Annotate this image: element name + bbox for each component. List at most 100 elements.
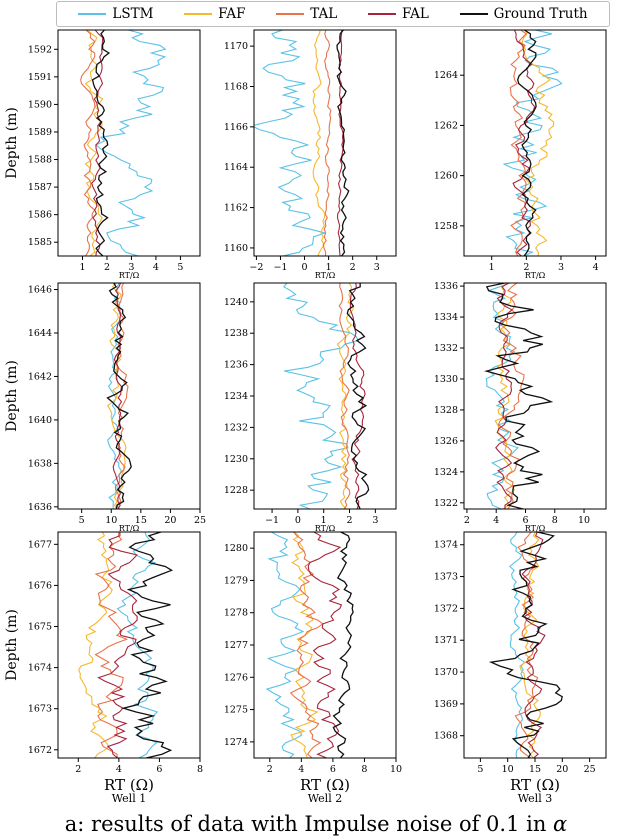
caption-symbol: α xyxy=(553,812,568,836)
y-tick-label: 1638 xyxy=(28,458,52,469)
series-line-faf xyxy=(312,30,326,256)
y-tick-label: 1672 xyxy=(28,745,52,756)
y-tick-label: 1264 xyxy=(434,70,458,81)
panel-frame xyxy=(57,282,201,510)
series-line-lstm xyxy=(254,30,327,256)
x-axis-label: RT (Ω) xyxy=(300,776,350,794)
y-tick-label: 1586 xyxy=(28,210,52,221)
x-tick-label: 4 xyxy=(593,262,599,273)
x-tick-label: 20 xyxy=(164,515,176,526)
series-line-fal xyxy=(521,532,546,758)
chart-legend: LSTM FAF TAL FAL Ground Truth xyxy=(56,1,610,27)
series-line-ground-truth xyxy=(346,283,370,509)
x-tick-label: 10 xyxy=(390,764,402,775)
x-tick-label: 6 xyxy=(330,764,336,775)
legend-item-tal: TAL xyxy=(276,6,337,22)
x-tick-label: 6 xyxy=(522,515,528,526)
x-axis-label: RT (Ω) xyxy=(510,776,560,794)
x-tick-label: 6 xyxy=(156,764,162,775)
x-tick-label: 0 xyxy=(302,262,308,273)
panel-3-well1: 1672 1673 1674 1675 1676 1677 2 4 6 8 RT (Ω) Depth … xyxy=(4,531,203,794)
x-tick-label: 2 xyxy=(267,764,273,775)
series-line-ground-truth xyxy=(483,283,554,509)
x-tick-label: 1 xyxy=(326,262,332,273)
x-tick-label: 25 xyxy=(584,764,596,775)
x-tick-label: 20 xyxy=(556,764,568,775)
x-tick-label: 4 xyxy=(116,764,122,775)
x-tick-label: 2 xyxy=(104,262,110,273)
well-label-1: Well 1 xyxy=(112,792,146,805)
y-axis-label: Depth (m) xyxy=(4,107,20,179)
y-tick-label: 1258 xyxy=(434,221,458,232)
y-tick-label: 1328 xyxy=(434,405,458,416)
x-tick-label: 1 xyxy=(79,262,85,273)
y-tick-label: 1234 xyxy=(224,391,248,402)
series-line-faf xyxy=(78,532,113,758)
series-line-lstm xyxy=(116,532,159,758)
caption-text: a: results of data with Impulse noise of… xyxy=(64,812,554,836)
y-tick-label: 1326 xyxy=(434,436,458,447)
series-line-tal xyxy=(114,283,129,509)
series-group xyxy=(488,532,563,758)
y-tick-label: 1589 xyxy=(28,127,52,138)
x-axis-label: RT/Ω xyxy=(315,524,336,533)
panel-frame xyxy=(253,29,397,257)
x-tick-label: 10 xyxy=(578,515,590,526)
series-line-ground-truth xyxy=(106,283,132,509)
series-line-fal xyxy=(91,30,104,256)
y-tick-label: 1324 xyxy=(434,467,458,478)
x-tick-label: 4 xyxy=(298,764,304,775)
x-tick-label: 0 xyxy=(295,515,301,526)
y-tick-label: 1372 xyxy=(434,603,458,614)
y-tick-label: 1162 xyxy=(224,203,248,214)
x-tick-label: 1 xyxy=(489,262,495,273)
y-tick-label: 1592 xyxy=(28,44,52,55)
panel-1-well1: 1585 1586 1587 1588 1589 1590 1591 1592 1 2 3 4 5 RT/… xyxy=(4,29,201,280)
y-tick-label: 1322 xyxy=(434,498,458,509)
series-line-lstm xyxy=(283,283,360,509)
y-tick-label: 1676 xyxy=(28,580,52,591)
series-line-faf xyxy=(290,532,319,758)
legend-item-ground-truth: Ground Truth xyxy=(459,6,588,22)
x-tick-label: 3 xyxy=(558,262,564,273)
y-tick-label: 1674 xyxy=(28,663,52,674)
x-tick-label: 2 xyxy=(464,515,470,526)
y-tick-label: 1370 xyxy=(434,667,458,678)
series-line-tal xyxy=(94,532,129,758)
y-tick-label: 1279 xyxy=(224,575,248,586)
y-tick-label: 1160 xyxy=(224,243,248,254)
x-tick-label: 2 xyxy=(350,262,356,273)
series-line-faf xyxy=(84,30,104,256)
series-group xyxy=(78,532,174,758)
series-line-fal xyxy=(349,283,366,509)
figure-caption: a: results of data with Impulse noise of… xyxy=(0,812,632,836)
x-tick-label: 8 xyxy=(552,515,558,526)
x-tick-label: 25 xyxy=(194,515,206,526)
legend-swatch-ground-truth xyxy=(459,13,488,15)
y-tick-label: 1168 xyxy=(224,82,248,93)
y-tick-label: 1369 xyxy=(434,699,458,710)
series-line-lstm xyxy=(485,283,519,509)
panel-frame xyxy=(57,531,201,759)
series-line-tal xyxy=(338,283,351,509)
x-tick-label: 8 xyxy=(197,764,203,775)
y-tick-label: 1166 xyxy=(224,122,248,133)
panel-2-well1: 1636 1638 1640 1642 1644 1646 5 10 15 20 25 RT/Ω Dep… xyxy=(4,282,206,533)
y-tick-label: 1368 xyxy=(434,731,458,742)
y-tick-label: 1260 xyxy=(434,171,458,182)
y-tick-label: 1274 xyxy=(224,737,248,748)
x-tick-label: 10 xyxy=(105,515,117,526)
series-line-lstm xyxy=(502,30,563,256)
y-tick-label: 1278 xyxy=(224,608,248,619)
x-axis-label: RT (Ω) xyxy=(104,776,154,794)
series-group xyxy=(265,532,354,758)
panel-1-well3: 1258 1260 1262 1264 1 2 3 4 RT/Ω xyxy=(434,29,607,280)
y-tick-label: 1642 xyxy=(28,371,52,382)
legend-item-fal: FAL xyxy=(367,6,429,22)
legend-item-lstm: LSTM xyxy=(78,6,153,22)
series-line-tal xyxy=(322,30,332,256)
y-tick-label: 1232 xyxy=(224,422,248,433)
series-line-lstm xyxy=(265,532,305,758)
y-tick-label: 1374 xyxy=(434,540,458,551)
series-group xyxy=(483,283,554,509)
